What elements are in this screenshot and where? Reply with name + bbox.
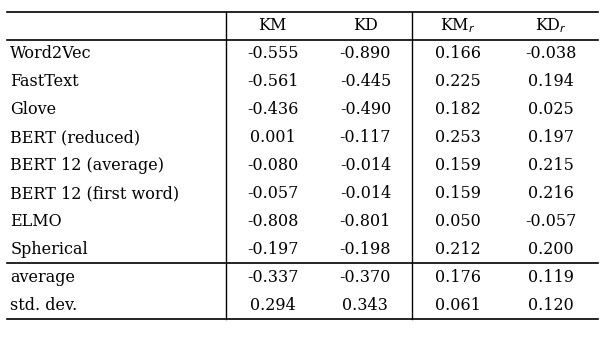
Text: average: average	[10, 269, 75, 286]
Text: Word2Vec: Word2Vec	[10, 45, 92, 62]
Text: 0.215: 0.215	[528, 157, 574, 174]
Text: 0.343: 0.343	[343, 297, 388, 314]
Text: -0.445: -0.445	[340, 73, 391, 90]
Text: -0.890: -0.890	[340, 45, 391, 62]
Text: -0.808: -0.808	[247, 213, 298, 230]
Text: 0.166: 0.166	[435, 45, 481, 62]
Text: -0.561: -0.561	[247, 73, 298, 90]
Text: Spherical: Spherical	[10, 241, 88, 258]
Text: 0.120: 0.120	[529, 297, 574, 314]
Text: Glove: Glove	[10, 101, 57, 118]
Text: -0.038: -0.038	[526, 45, 577, 62]
Text: 0.212: 0.212	[435, 241, 481, 258]
Text: 0.159: 0.159	[435, 185, 481, 202]
Text: KM$_r$: KM$_r$	[441, 16, 476, 35]
Text: -0.370: -0.370	[340, 269, 391, 286]
Text: 0.194: 0.194	[528, 73, 574, 90]
Text: 0.119: 0.119	[528, 269, 574, 286]
Text: ELMO: ELMO	[10, 213, 62, 230]
Text: 0.050: 0.050	[435, 213, 481, 230]
Text: 0.216: 0.216	[528, 185, 574, 202]
Text: 0.176: 0.176	[435, 269, 481, 286]
Text: -0.490: -0.490	[340, 101, 391, 118]
Text: -0.337: -0.337	[247, 269, 298, 286]
Text: 0.061: 0.061	[435, 297, 481, 314]
Text: 0.159: 0.159	[435, 157, 481, 174]
Text: -0.057: -0.057	[526, 213, 577, 230]
Text: -0.080: -0.080	[247, 157, 298, 174]
Text: -0.198: -0.198	[340, 241, 391, 258]
Text: KD$_r$: KD$_r$	[535, 16, 567, 35]
Text: KM: KM	[258, 17, 287, 34]
Text: 0.001: 0.001	[250, 129, 296, 146]
Text: -0.014: -0.014	[340, 185, 391, 202]
Text: 0.253: 0.253	[435, 129, 481, 146]
Text: 0.182: 0.182	[435, 101, 481, 118]
Text: 0.294: 0.294	[250, 297, 296, 314]
Text: BERT (reduced): BERT (reduced)	[10, 129, 140, 146]
Text: -0.555: -0.555	[247, 45, 298, 62]
Text: std. dev.: std. dev.	[10, 297, 78, 314]
Text: 0.197: 0.197	[528, 129, 574, 146]
Text: -0.436: -0.436	[247, 101, 298, 118]
Text: -0.117: -0.117	[340, 129, 391, 146]
Text: 0.225: 0.225	[435, 73, 481, 90]
Text: -0.801: -0.801	[340, 213, 391, 230]
Text: -0.197: -0.197	[247, 241, 298, 258]
Text: -0.014: -0.014	[340, 157, 391, 174]
Text: 0.025: 0.025	[529, 101, 574, 118]
Text: KD: KD	[353, 17, 378, 34]
Text: BERT 12 (average): BERT 12 (average)	[10, 157, 164, 174]
Text: BERT 12 (first word): BERT 12 (first word)	[10, 185, 179, 202]
Text: -0.057: -0.057	[247, 185, 298, 202]
Text: FastText: FastText	[10, 73, 79, 90]
Text: 0.200: 0.200	[529, 241, 574, 258]
